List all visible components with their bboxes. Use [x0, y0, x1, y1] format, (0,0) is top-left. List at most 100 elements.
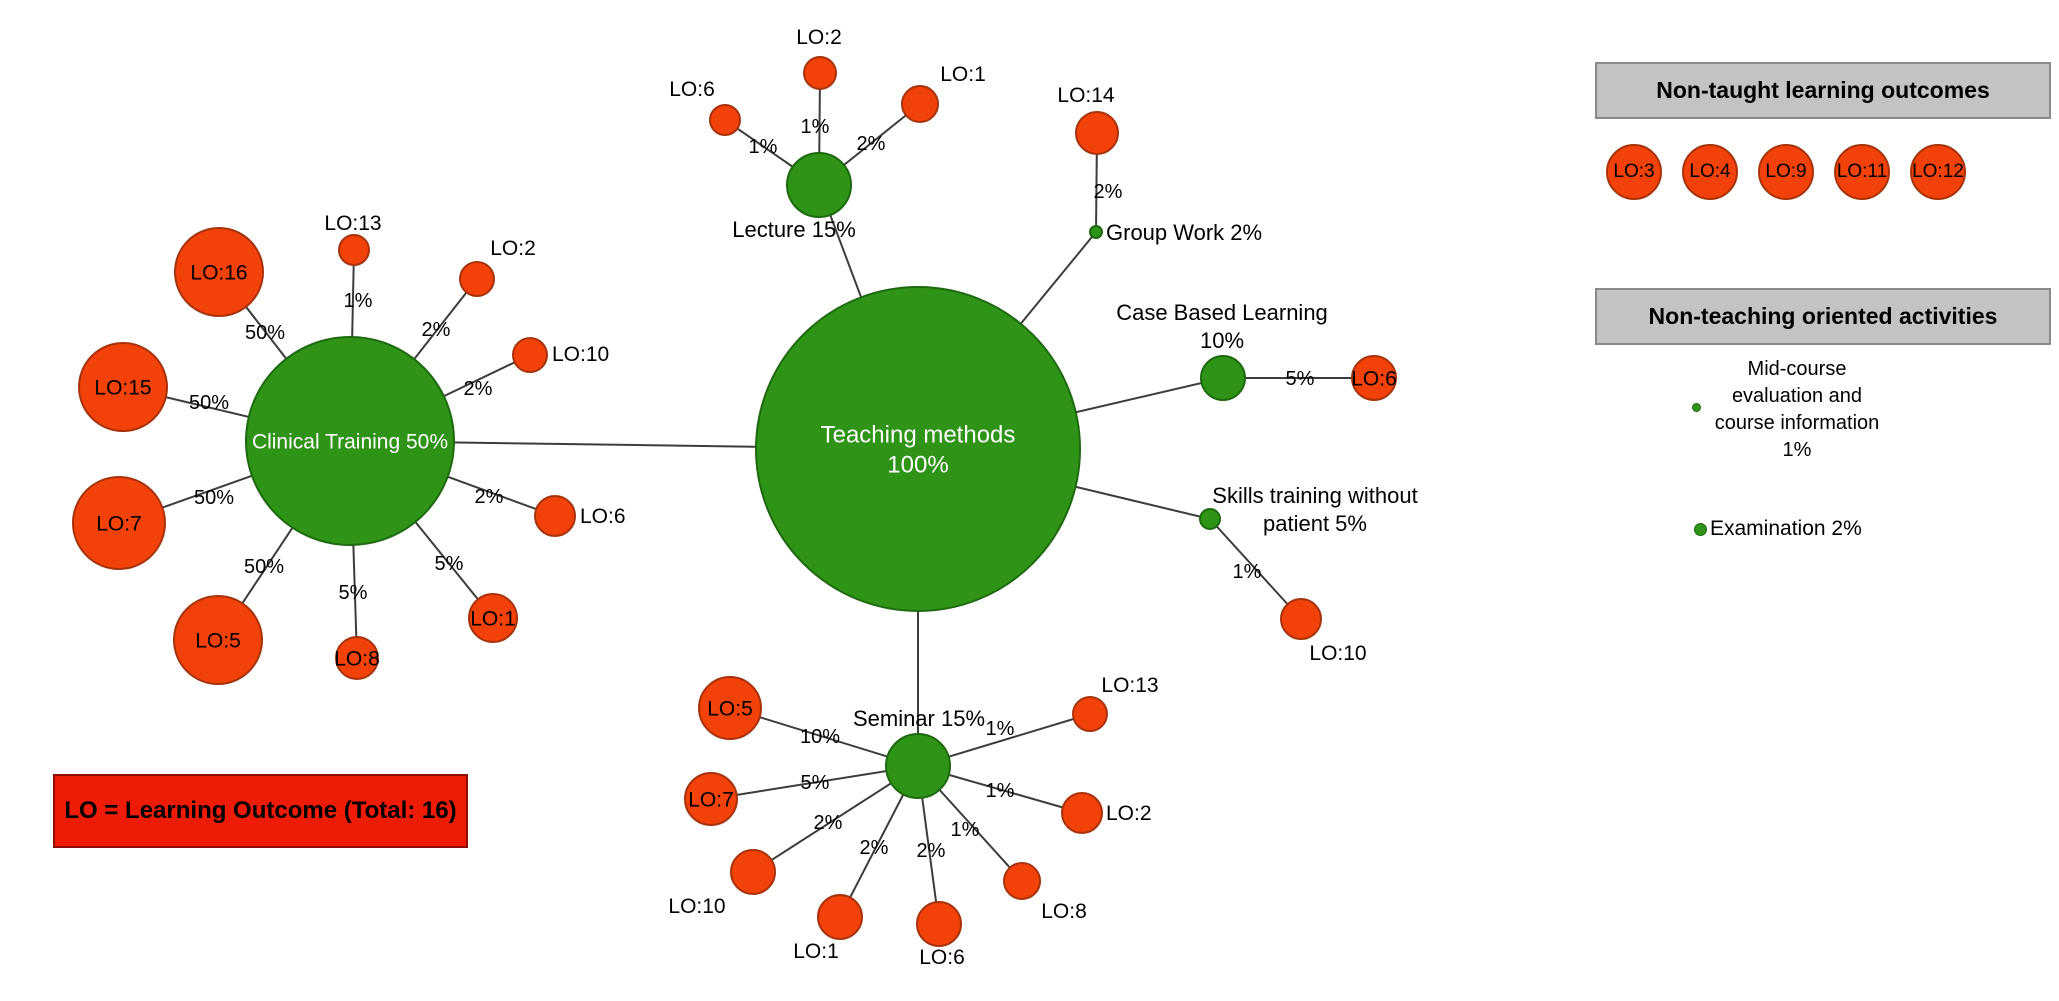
edge-label-groupwork-g14: 2%	[1094, 181, 1123, 203]
node-label-c15: LO:15	[94, 376, 151, 399]
node-label-groupwork: Group Work 2%	[1106, 220, 1262, 245]
non-taught-lo-circle: LO:12	[1910, 144, 1966, 200]
node-label-c6: LO:6	[580, 505, 626, 528]
node-label-l2: LO:2	[796, 26, 842, 49]
node-clinical	[245, 336, 455, 546]
edge-label-seminar-se5: 10%	[800, 726, 840, 748]
node-c5	[173, 595, 263, 685]
node-label-c8: LO:8	[334, 647, 380, 670]
node-label-clinical: Clinical Training 50%	[252, 430, 448, 453]
node-teaching	[755, 286, 1081, 612]
node-label-teaching: 100%	[887, 451, 948, 478]
edge-label-cbl-cb6: 5%	[1286, 368, 1315, 390]
node-cbl	[1200, 355, 1246, 401]
midcourse-label: Mid-course evaluation and course informa…	[1714, 358, 1880, 461]
node-se6	[916, 901, 962, 947]
node-c16	[174, 227, 264, 317]
edge-seminar-se7	[710, 765, 919, 800]
node-label-teaching: Teaching methods	[821, 421, 1016, 448]
edge-label-seminar-se6: 2%	[917, 840, 946, 862]
node-label-c7: LO:7	[96, 512, 142, 535]
examination-label: Examination 2%	[1710, 517, 1862, 540]
examination-dot	[1694, 522, 1707, 536]
edge-label-clinical-c10: 2%	[464, 378, 493, 400]
node-se1	[817, 894, 863, 940]
examination-item: Examination 2%	[1694, 517, 1862, 541]
node-label-l6: LO:6	[669, 78, 715, 101]
node-se7	[684, 772, 738, 826]
node-cb6	[1351, 355, 1397, 401]
node-l2	[803, 56, 837, 90]
edge-label-clinical-c16: 50%	[245, 322, 285, 344]
node-label-skills: patient 5%	[1263, 511, 1367, 536]
node-c2	[459, 261, 495, 297]
node-label-lecture: Lecture 15%	[732, 217, 856, 242]
midcourse-dot	[1692, 403, 1701, 412]
node-se5	[698, 676, 762, 740]
node-label-seminar: Seminar 15%	[853, 706, 985, 731]
node-c10	[512, 337, 548, 373]
node-se13	[1072, 696, 1108, 732]
node-label-cbl: 10%	[1200, 328, 1244, 353]
edge-skills-s10	[1209, 518, 1302, 620]
edge-label-clinical-c2: 2%	[422, 319, 451, 341]
node-lecture	[786, 152, 852, 218]
node-label-c13: LO:13	[324, 212, 381, 235]
node-label-se13: LO:13	[1101, 674, 1158, 697]
non-taught-lo-circle: LO:3	[1606, 144, 1662, 200]
edge-label-lecture-l6: 1%	[749, 136, 778, 158]
node-label-g14: LO:14	[1057, 84, 1115, 107]
non-teaching-title: Non-teaching oriented activities	[1648, 303, 1998, 329]
non-teaching-header: Non-teaching oriented activities	[1595, 288, 2051, 345]
non-taught-header: Non-taught learning outcomes	[1595, 62, 2051, 119]
node-se8	[1003, 862, 1041, 900]
non-taught-lo-circle: LO:11	[1834, 144, 1890, 200]
node-c13	[338, 234, 370, 266]
node-label-cb6: LO:6	[1351, 367, 1397, 390]
edge-label-skills-s10: 1%	[1233, 561, 1262, 583]
node-se2	[1061, 792, 1103, 834]
edge-label-clinical-c13: 1%	[344, 290, 373, 312]
node-c6	[534, 495, 576, 537]
non-taught-items: LO:3 LO:4 LO:9 LO:11 LO:12	[1606, 144, 1966, 200]
edge-label-lecture-l2: 1%	[801, 116, 830, 138]
edge-label-clinical-c7: 50%	[194, 487, 234, 509]
edge-label-clinical-c6: 2%	[475, 486, 504, 508]
node-c8	[335, 636, 379, 680]
edge-label-lecture-l1: 2%	[857, 133, 886, 155]
node-label-se6: LO:6	[919, 946, 965, 969]
node-label-l1: LO:1	[940, 63, 986, 86]
edge-label-seminar-se13: 1%	[986, 718, 1015, 740]
edge-label-clinical-c1: 5%	[435, 553, 464, 575]
node-se10	[730, 849, 776, 895]
node-c15	[78, 342, 168, 432]
edge-label-seminar-se7: 5%	[801, 772, 830, 794]
edge-label-seminar-se8: 1%	[951, 819, 980, 841]
legend-box: LO = Learning Outcome (Total: 16)	[53, 774, 468, 848]
node-groupwork	[1089, 225, 1103, 239]
edge-label-seminar-se1: 2%	[860, 837, 889, 859]
non-taught-lo-circle: LO:4	[1682, 144, 1738, 200]
edge-label-seminar-se10: 2%	[814, 812, 843, 834]
edge-label-clinical-c8: 5%	[339, 582, 368, 604]
legend-text: LO = Learning Outcome (Total: 16)	[64, 797, 457, 824]
node-label-c5: LO:5	[195, 629, 241, 652]
non-taught-lo-circle: LO:9	[1758, 144, 1814, 200]
node-label-c1: LO:1	[470, 607, 516, 630]
node-label-se2: LO:2	[1106, 802, 1152, 825]
node-l1	[901, 85, 939, 123]
node-c1	[468, 593, 518, 643]
node-label-skills: Skills training without	[1212, 483, 1417, 508]
edge-label-seminar-se2: 1%	[986, 780, 1015, 802]
node-c7	[72, 476, 166, 570]
node-label-s10: LO:10	[1309, 642, 1366, 665]
node-label-se5: LO:5	[707, 697, 753, 720]
node-label-se1: LO:1	[793, 940, 839, 963]
node-label-se8: LO:8	[1041, 900, 1087, 923]
node-skills	[1199, 508, 1221, 530]
edge-label-clinical-c15: 50%	[189, 392, 229, 414]
node-label-se7: LO:7	[688, 788, 734, 811]
node-label-c16: LO:16	[190, 261, 247, 284]
